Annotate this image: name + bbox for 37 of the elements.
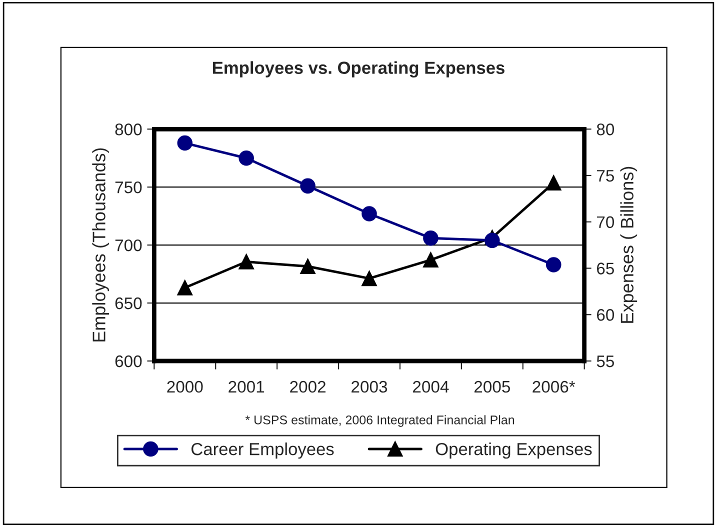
legend-label: Operating Expenses bbox=[436, 442, 592, 459]
x-tick-label: 2004 bbox=[413, 380, 449, 393]
y-axis-title: Employees (Thousands) bbox=[92, 148, 109, 342]
y-tick-label: 650 bbox=[115, 297, 142, 310]
y-tick-label: 800 bbox=[115, 124, 142, 136]
legend-label: Career Employees bbox=[191, 442, 334, 459]
point bbox=[546, 257, 562, 272]
y2-tick-label: 55 bbox=[596, 356, 614, 368]
y-tick-label: 600 bbox=[115, 355, 142, 368]
point bbox=[300, 178, 316, 194]
point bbox=[238, 150, 254, 166]
point bbox=[362, 206, 377, 222]
point bbox=[238, 254, 254, 270]
y-tick-label: 700 bbox=[115, 239, 142, 252]
text: * USPS estimate, 2006 Integrated Financial Plan bbox=[245, 415, 514, 427]
y2-tick-label: 80 bbox=[596, 124, 614, 136]
x-tick-label: 2003 bbox=[352, 380, 388, 393]
y2-tick-label: 70 bbox=[597, 216, 614, 228]
x-tick-label: 2002 bbox=[290, 380, 326, 393]
y2-tick-label: 60 bbox=[597, 309, 614, 321]
point bbox=[423, 230, 438, 246]
point bbox=[177, 280, 193, 296]
x-tick-label: 2006* bbox=[532, 380, 576, 393]
chart-title: Employees vs. Operating Expenses bbox=[213, 61, 504, 78]
point bbox=[300, 258, 316, 274]
y2-tick-label: 75 bbox=[597, 170, 614, 182]
x-tick-label: 2005 bbox=[474, 380, 510, 393]
y2-tick-label: 65 bbox=[597, 262, 614, 274]
point bbox=[423, 252, 438, 268]
y-tick-label: 750 bbox=[115, 181, 142, 194]
x-tick-label: 2000 bbox=[167, 380, 203, 393]
point bbox=[546, 175, 562, 191]
point bbox=[177, 135, 193, 151]
x-tick-label: 2001 bbox=[228, 380, 264, 393]
point bbox=[362, 270, 377, 286]
point bbox=[484, 232, 500, 248]
y2-axis-title: Expenses ( Billions) bbox=[620, 166, 638, 323]
